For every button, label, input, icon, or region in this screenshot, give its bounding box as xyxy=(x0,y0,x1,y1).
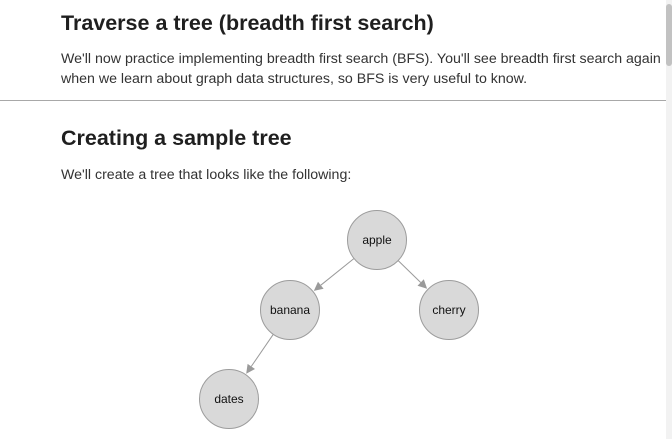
node-apple: apple xyxy=(347,210,407,270)
vertical-scrollbar[interactable] xyxy=(666,0,672,439)
arrowhead-icon xyxy=(313,281,324,291)
section-divider xyxy=(0,100,666,101)
arrowhead-icon xyxy=(417,279,428,289)
edge-line xyxy=(320,258,355,286)
edge-apple-banana xyxy=(313,258,355,291)
scrollbar-thumb[interactable] xyxy=(666,4,672,66)
arrowhead-icon xyxy=(246,363,255,374)
section-heading-traverse: Traverse a tree (breadth first search) xyxy=(61,11,434,35)
sample-tree-paragraph: We'll create a tree that looks like the … xyxy=(61,167,352,183)
edge-banana-dates xyxy=(246,334,274,374)
node-circle xyxy=(419,280,479,340)
node-banana: banana xyxy=(260,280,320,340)
edge-line xyxy=(250,334,274,367)
node-cherry: cherry xyxy=(419,280,479,340)
node-label: banana xyxy=(270,303,310,317)
node-circle xyxy=(347,210,407,270)
bfs-intro-section: Traverse a tree (breadth first search) W… xyxy=(61,10,661,89)
node-label: dates xyxy=(214,392,243,406)
node-circle xyxy=(260,280,320,340)
node-label: apple xyxy=(362,233,392,247)
sample-tree-section: Creating a sample tree We'll create a tr… xyxy=(61,125,661,185)
section-heading-sample-tree: Creating a sample tree xyxy=(61,126,292,150)
edge-apple-cherry xyxy=(397,260,428,289)
node-dates: dates xyxy=(199,369,259,429)
edge-line xyxy=(397,260,422,283)
node-label: cherry xyxy=(432,303,465,317)
bfs-intro-paragraph: We'll now practice implementing breadth … xyxy=(61,51,661,87)
node-circle xyxy=(199,369,259,429)
